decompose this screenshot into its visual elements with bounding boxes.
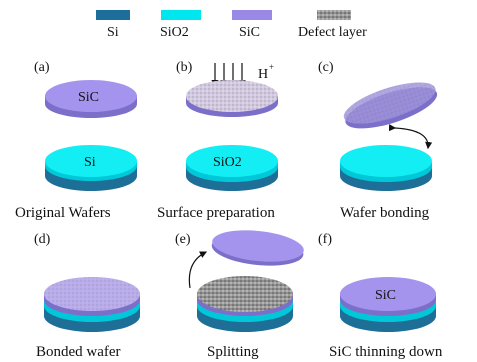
legend-label-defect: Defect layer: [298, 25, 367, 40]
panel-d-bonded-wafer: [44, 277, 140, 332]
panel-c-flipped-sic-wafer: [343, 82, 438, 129]
panel-b-sio2-label: SiO2: [213, 155, 242, 170]
panel-a-si-wafer: Si: [45, 145, 137, 191]
legend-swatch-defect: [317, 10, 351, 20]
panel-a-sic-label: SiC: [78, 90, 99, 105]
panel-c: (c) Wafer bonding: [318, 60, 438, 221]
panel-a-sic-wafer: SiC: [45, 80, 137, 118]
panel-b-caption: Surface preparation: [157, 205, 275, 221]
panel-d-letter: (d): [34, 232, 51, 247]
legend-swatch-sic: [232, 10, 272, 20]
panel-b-implanted-sic-wafer: [186, 80, 278, 117]
legend-label-si: Si: [107, 25, 119, 40]
legend-label-sio2: SiO2: [160, 25, 189, 40]
legend-swatch-si: [96, 10, 130, 20]
panel-e: (e) Splitting: [175, 230, 304, 360]
panel-f-thinned-wafer: SiC: [340, 277, 436, 332]
panel-e-letter: (e): [175, 232, 191, 247]
panel-a-si-label: Si: [84, 155, 96, 170]
panel-e-caption: Splitting: [207, 344, 259, 360]
panel-f: (f) SiC SiC thinning down: [318, 232, 443, 360]
panel-f-caption: SiC thinning down: [329, 344, 443, 360]
panel-b-letter: (b): [176, 60, 193, 75]
panel-e-lifted-sic-layer: [211, 230, 304, 266]
panel-f-letter: (f): [318, 232, 332, 247]
panel-a-letter: (a): [34, 60, 50, 75]
panel-f-sic-label: SiC: [375, 288, 396, 303]
legend-swatch-sio2: [161, 10, 201, 20]
panel-c-flip-arrow: [388, 124, 433, 150]
panel-c-letter: (c): [318, 60, 334, 75]
panel-c-sio2-wafer: [340, 145, 432, 191]
panel-a: (a) SiC Si Original Wafers: [15, 60, 137, 221]
panel-c-caption: Wafer bonding: [340, 205, 430, 221]
panel-a-caption: Original Wafers: [15, 205, 111, 221]
legend-label-sic: SiC: [239, 25, 260, 40]
panel-e-split-wafer: [197, 276, 293, 332]
panel-b-ion-charge: +: [269, 62, 274, 72]
panel-d-caption: Bonded wafer: [36, 344, 121, 360]
panel-b: (b) H + SiO2 Surface preparation: [157, 60, 278, 221]
panel-d: (d) Bonded wafer: [34, 232, 140, 360]
panel-b-ion-label: H: [258, 67, 268, 82]
legend: Si SiO2 SiC Defect layer: [96, 10, 367, 40]
panel-b-sio2-wafer: SiO2: [186, 145, 278, 191]
panel-e-split-arrow: [188, 251, 208, 289]
